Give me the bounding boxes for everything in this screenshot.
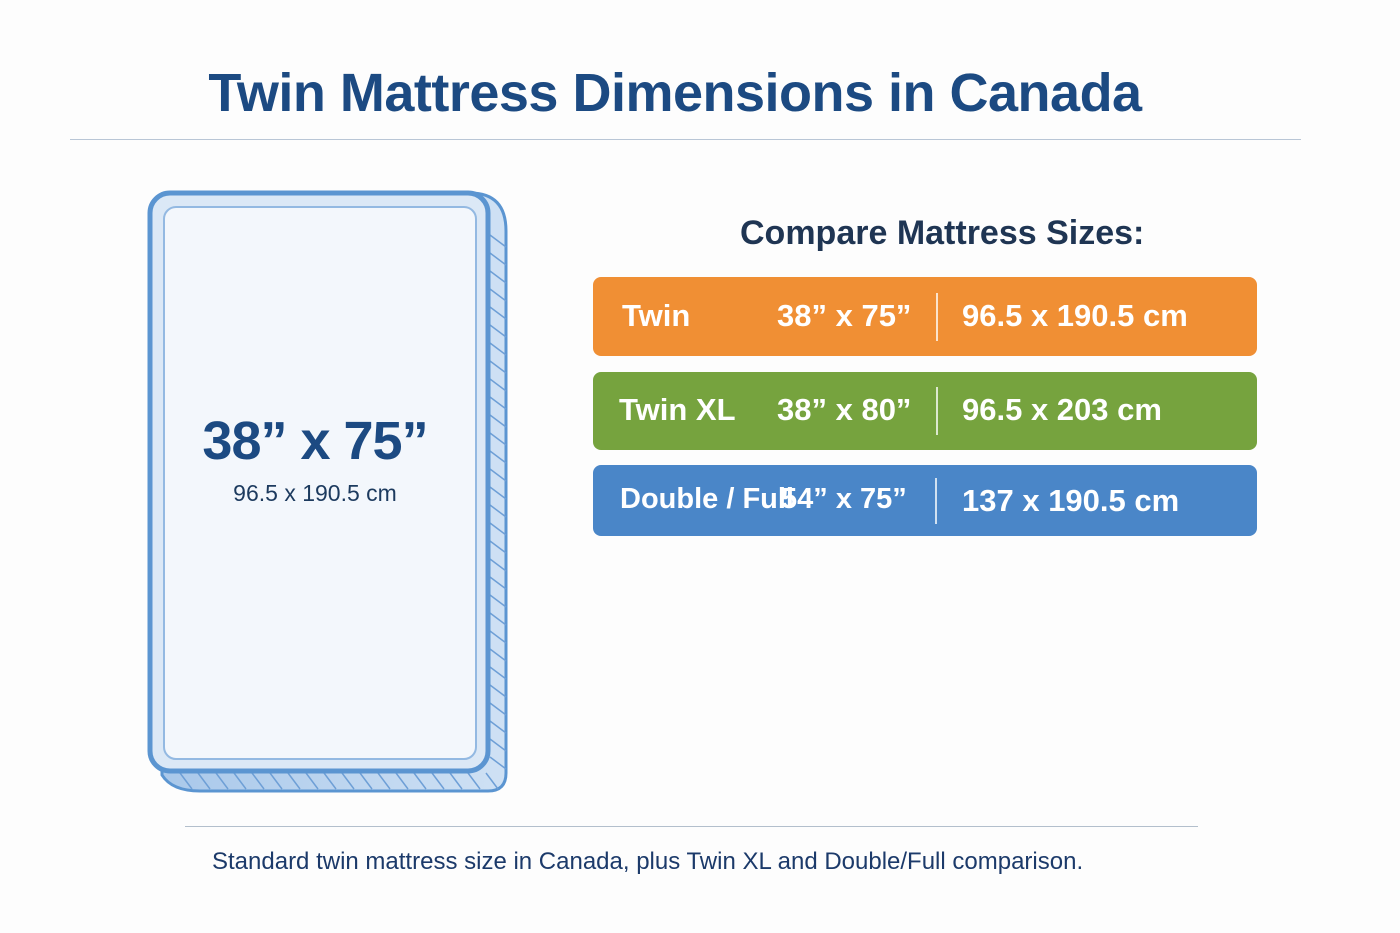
size-row-name: Twin XL — [619, 392, 736, 427]
mattress-size-imperial: 38” x 75” — [202, 411, 428, 471]
size-row-divider — [935, 478, 937, 524]
title-divider — [70, 139, 1301, 140]
size-row-name: Twin — [622, 298, 691, 333]
size-row-metric: 96.5 x 190.5 cm — [962, 298, 1188, 333]
size-row-metric: 137 x 190.5 cm — [962, 483, 1180, 518]
mattress-size-metric: 96.5 x 190.5 cm — [233, 480, 397, 506]
size-row-divider — [936, 293, 938, 341]
size-row-twin-xl: Twin XL 38” x 80” 96.5 x 203 cm — [593, 372, 1257, 450]
mattress-illustration — [147, 190, 508, 793]
caption: Standard twin mattress size in Canada, p… — [212, 848, 1084, 875]
size-row-imperial: 38” x 75” — [777, 298, 912, 333]
page-title: Twin Mattress Dimensions in Canada — [208, 63, 1142, 123]
size-row-metric: 96.5 x 203 cm — [962, 392, 1162, 427]
compare-heading: Compare Mattress Sizes: — [740, 214, 1145, 252]
size-row-imperial: 38” x 80” — [777, 392, 912, 427]
size-row-double-full: Double / Full 54” x 75” 137 x 190.5 cm — [593, 465, 1257, 536]
size-row-name: Double / Full — [620, 483, 794, 515]
caption-divider — [185, 826, 1198, 827]
size-row-twin: Twin 38” x 75” 96.5 x 190.5 cm — [593, 277, 1257, 356]
size-row-imperial: 54” x 75” — [781, 483, 907, 515]
size-row-divider — [936, 387, 938, 435]
